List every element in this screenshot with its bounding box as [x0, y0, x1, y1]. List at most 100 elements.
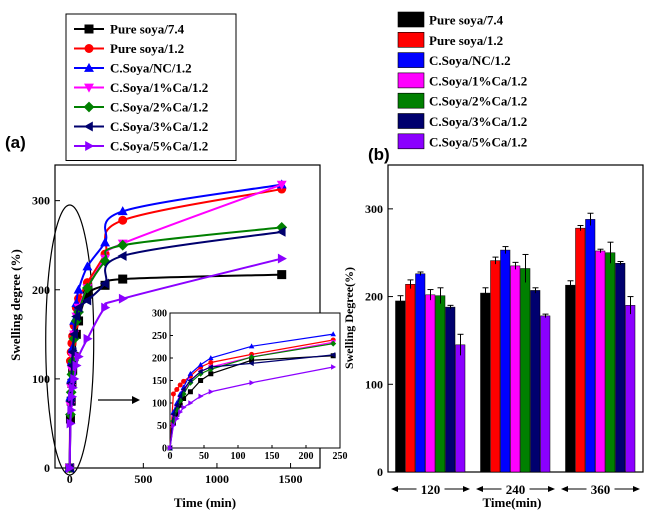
legend-marker-swatch: [84, 24, 94, 34]
panel-b-bar: [415, 273, 426, 473]
inset-data-point: [174, 387, 180, 392]
legend-marker-swatch: [85, 141, 95, 151]
inset-data-point: [187, 370, 194, 376]
panel-b-legend-label: Pure soya/7.4: [429, 13, 504, 28]
legend-marker-swatch: [84, 83, 94, 93]
panel-b-bar-chart: (b) 0 100 200 300 120 240 360 Time(min) Swelli…: [342, 11, 644, 510]
inset-x-tick-label: 200: [299, 451, 314, 462]
inset-data-point: [208, 371, 214, 377]
panel-b-bar: [575, 227, 586, 473]
legend-color-swatch: [397, 11, 425, 28]
panel-a-legend-label: Pure soya/7.4: [110, 22, 185, 37]
panel-a-data-point: [73, 284, 84, 294]
panel-b-arrow-right-head: [548, 486, 555, 492]
inset-data-point: [174, 411, 180, 417]
inset-x-tick-label: 250: [333, 451, 348, 462]
inset-x-tick-label: 50: [199, 451, 209, 462]
panel-a-data-point: [101, 302, 111, 313]
panel-a-data-point: [276, 226, 286, 237]
inset-data-point: [180, 386, 186, 393]
panel-a-legend-label: C.Soya/3%Ca/1.2: [110, 119, 208, 134]
panel-b-legend-entry: C.Soya/3%Ca/1.2: [397, 113, 527, 129]
panel-a-y-axis-label: Swelling degree (%): [8, 249, 23, 361]
panel-a-data-point: [118, 274, 128, 284]
inset-data-point: [198, 393, 204, 399]
legend-color-swatch: [397, 92, 425, 109]
panel-b-category-label: 240: [506, 482, 526, 497]
inset-data-point: [249, 380, 255, 386]
inset-series-line: [169, 339, 334, 449]
panel-a-y-tick-label: 100: [32, 372, 50, 386]
inset-y-tick-label: 150: [152, 376, 167, 387]
inset-data-point: [187, 377, 193, 384]
panel-b-x-axis-label: Time(min): [483, 495, 542, 510]
panel-a-legend-entry: C.Soya/NC/1.2: [74, 61, 192, 76]
panel-a-data-point: [99, 278, 109, 289]
panel-a-data-point: [67, 347, 77, 358]
legend-color-swatch: [397, 52, 425, 68]
panel-a-data-point: [81, 282, 93, 294]
panel-b-arrow-right-head: [463, 486, 470, 492]
panel-b-bar: [445, 306, 456, 473]
panel-a-x-axis-label: Time (min): [174, 495, 236, 510]
panel-a-data-point: [117, 206, 128, 216]
panel-b-bar: [490, 260, 501, 473]
panel-a-data-point: [277, 253, 287, 264]
panel-a-data-point: [117, 250, 127, 261]
panel-a-series: [64, 179, 288, 474]
panel-a-data-point: [277, 270, 287, 280]
panel-a-data-point: [72, 360, 82, 371]
panel-b-bar: [455, 344, 466, 473]
panel-b-arrow-left-head: [391, 486, 398, 492]
inset-y-tick-label: 100: [152, 399, 167, 410]
panel-b-legend-entry: C.Soya/2%Ca/1.2: [397, 92, 527, 109]
panel-b-legend-entry: C.Soya/5%Ca/1.2: [397, 133, 527, 149]
panel-b-category-label-bg: [501, 481, 530, 497]
panel-b-legend-label: C.Soya/2%Ca/1.2: [429, 94, 527, 109]
panel-a-legend-entry: C.Soya/2%Ca/1.2: [74, 100, 208, 115]
panel-a-x-tick-label: 0: [67, 472, 73, 486]
panel-a-data-point: [67, 405, 77, 416]
inset-data-point: [173, 402, 179, 408]
panel-a-data-point: [82, 289, 92, 299]
panel-b-category-label: 120: [421, 482, 441, 497]
panel-b-axes: 0 100 200 300 120 240 360: [365, 164, 644, 497]
inset-data-point: [181, 378, 187, 384]
legend-color-swatch: [397, 72, 425, 89]
panel-b-legend-entry: C.Soya/NC/1.2: [397, 52, 511, 68]
inset-series-line: [169, 354, 334, 449]
inset-data-point: [208, 389, 214, 395]
inset-data-point: [207, 364, 213, 370]
inset-data-point: [178, 409, 184, 415]
legend-color-swatch: [397, 113, 425, 129]
panel-b-category-label-bg: [586, 481, 615, 497]
panel-b-bar: [510, 265, 521, 473]
inset-data-point: [181, 396, 187, 401]
inset-data-point: [330, 340, 337, 347]
panel-a-data-point: [70, 373, 80, 384]
panel-b-bar: [435, 295, 446, 473]
panel-a-y-tick-label: 300: [32, 194, 50, 208]
panel-a-legend-entry: C.Soya/3%Ca/1.2: [74, 119, 208, 134]
inset-x-tick-label: 0: [168, 451, 173, 462]
panel-a-data-point: [68, 391, 78, 402]
legend-marker-swatch: [83, 121, 93, 132]
panel-b-bar: [565, 284, 576, 473]
panel-a-series-6: [65, 253, 287, 473]
panel-b-bar: [585, 219, 596, 473]
panel-b-bar: [540, 315, 551, 473]
panel-a-legend-label: C.Soya/NC/1.2: [110, 61, 192, 76]
panel-b-category-label: 360: [591, 482, 611, 497]
panel-b-category-label-bg: [416, 481, 445, 497]
panel-b-bar: [425, 294, 436, 473]
panel-a-data-point: [68, 382, 78, 393]
panel-a-data-point: [117, 239, 129, 251]
panel-b-bar: [480, 292, 491, 473]
inset-y-tick-label: 0: [162, 444, 167, 455]
panel-b-bar: [530, 290, 541, 473]
panel-b-bar: [595, 250, 606, 473]
panel-a-data-point: [82, 295, 92, 306]
panel-a-data-point: [118, 293, 128, 304]
inset-data-point: [174, 416, 180, 422]
inset-data-point: [248, 343, 255, 349]
